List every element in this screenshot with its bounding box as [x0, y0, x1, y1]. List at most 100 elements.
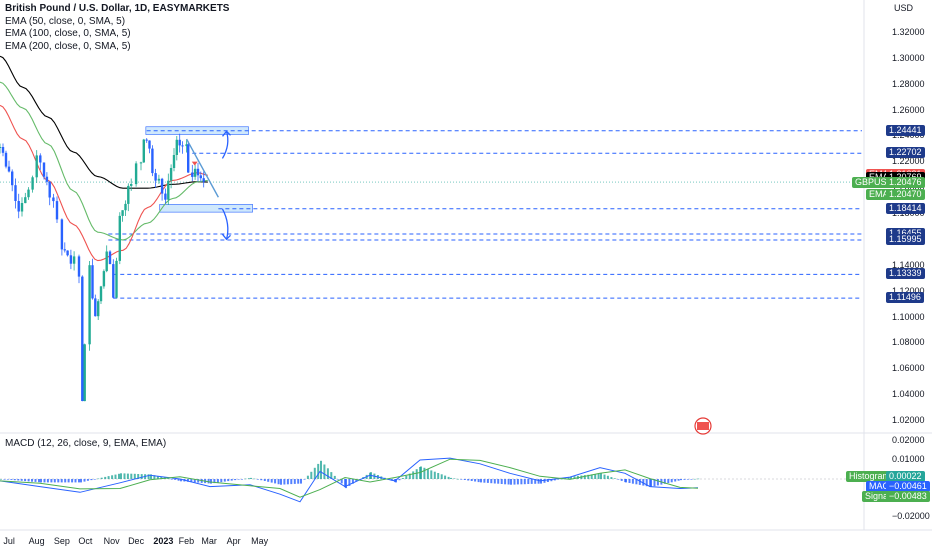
macd-histogram-bar	[345, 479, 347, 489]
macd-histogram-bar	[100, 477, 103, 479]
candle-body	[31, 177, 34, 190]
macd-histogram-bar	[603, 474, 606, 479]
macd-histogram-bar	[426, 469, 429, 479]
macd-histogram-bar	[93, 479, 96, 480]
macd-histogram-bar	[111, 475, 114, 479]
level-price-badge: 1.24441	[886, 124, 925, 136]
candle-body	[127, 185, 130, 204]
macd-histogram-bar	[160, 476, 163, 479]
candle-body	[45, 176, 49, 182]
price-tick-label: 1.04000	[892, 389, 925, 400]
macd-histogram-bar	[323, 464, 326, 479]
macd-histogram-bar	[140, 474, 143, 479]
macd-histogram-bar	[653, 479, 656, 487]
macd-histogram-bar	[60, 479, 63, 483]
macd-histogram-bar	[415, 469, 418, 479]
macd-histogram-bar	[197, 479, 200, 483]
macd-histogram-bar	[474, 479, 477, 482]
macd-histogram-bar	[250, 477, 252, 479]
support-resistance-zone	[159, 204, 253, 213]
ema-100-badge-label: EMA	[866, 189, 892, 201]
macd-histogram-bar	[297, 479, 300, 484]
macd-histogram-bar	[20, 479, 23, 481]
macd-histogram-bar	[450, 477, 452, 479]
ema-100-legend[interactable]: EMA (100, close, 0, SMA, 5)	[5, 28, 131, 39]
macd-histogram-bar	[483, 479, 486, 483]
macd-histogram-bar	[0, 479, 2, 480]
candle-body	[60, 219, 64, 250]
macd-histogram-bar	[280, 479, 282, 485]
arrow-head	[222, 130, 231, 137]
macd-histogram-bar	[123, 473, 126, 479]
candle-body	[121, 210, 124, 216]
macd-histogram-bar	[560, 478, 563, 480]
macd-histogram-bar	[590, 474, 593, 479]
macd-tick-label: −0.02000	[892, 511, 930, 521]
time-tick-label: Apr	[226, 536, 241, 546]
macd-histogram-bar	[486, 479, 489, 483]
macd-histogram-bar	[126, 473, 129, 479]
macd-histogram-bar	[433, 471, 436, 479]
macd-histogram-bar	[310, 471, 313, 479]
projection-arrow	[221, 208, 229, 240]
macd-histogram-bar	[456, 478, 459, 480]
flag-stripes-icon	[697, 422, 709, 430]
macd-histogram-bar	[78, 479, 80, 483]
candle-body	[157, 178, 161, 181]
candle-body	[130, 184, 133, 186]
candle-body	[48, 181, 51, 198]
candle-body	[134, 163, 138, 185]
candle-body	[175, 139, 178, 155]
signal-badge-value: −0.00483	[886, 491, 930, 503]
ema-50-legend[interactable]: EMA (50, close, 0, SMA, 5)	[5, 15, 126, 27]
macd-legend[interactable]: MACD (12, 26, close, 9, EMA, EMA)	[5, 438, 167, 449]
price-tick-label: 1.02000	[892, 415, 925, 425]
macd-histogram-bar	[656, 479, 659, 486]
price-tick-label: 1.10000	[892, 311, 925, 322]
candle-body	[181, 145, 184, 147]
candle-body	[139, 162, 143, 164]
candle-body	[72, 256, 76, 264]
macd-histogram-bar	[220, 479, 223, 483]
macd-histogram-bar	[573, 476, 576, 479]
macd-histogram-bar	[24, 479, 27, 482]
macd-histogram-bar	[267, 479, 270, 482]
macd-histogram-bar	[270, 479, 273, 483]
macd-histogram-bar	[477, 479, 480, 483]
macd-histogram-bar	[587, 474, 590, 479]
macd-histogram-bar	[34, 479, 37, 482]
macd-histogram-bar	[690, 479, 693, 480]
macd-histogram-bar	[27, 479, 30, 482]
macd-histogram-bar	[167, 478, 170, 479]
macd-histogram-bar	[234, 479, 237, 481]
macd-histogram-bar	[534, 479, 537, 484]
descending-trendline	[185, 138, 219, 198]
macd-histogram-bar	[293, 479, 296, 484]
macd-histogram-bar	[256, 479, 259, 480]
candle-body	[77, 256, 81, 277]
macd-histogram-bar	[180, 479, 182, 482]
macd-histogram-bar	[120, 473, 122, 479]
ema-200-legend[interactable]: EMA (200, close, 0, SMA, 5)	[5, 40, 131, 52]
macd-histogram-bar	[638, 479, 641, 485]
candle-body	[63, 249, 66, 251]
macd-histogram-bar	[570, 476, 572, 479]
macd-histogram-bar	[313, 467, 316, 479]
candle-body	[160, 178, 164, 194]
macd-histogram-bar	[118, 473, 120, 479]
macd-histogram-bar	[467, 479, 470, 481]
time-tick-label: Mar	[201, 536, 217, 546]
macd-histogram-bar	[693, 478, 696, 480]
macd-histogram-bar	[546, 479, 549, 482]
candle-body	[52, 197, 55, 202]
macd-histogram-bar	[358, 479, 361, 480]
macd-histogram-bar	[540, 479, 542, 484]
price-tick-label: 1.22000	[892, 156, 925, 167]
candle-body	[112, 264, 115, 298]
macd-histogram-bar	[490, 479, 493, 484]
macd-histogram-bar	[493, 479, 496, 484]
macd-histogram-bar	[6, 479, 9, 480]
candle-body	[11, 171, 14, 186]
